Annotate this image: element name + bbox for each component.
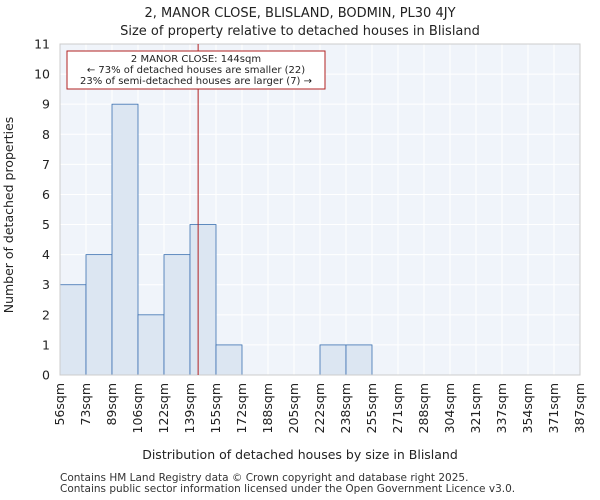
chart-title: 2, MANOR CLOSE, BLISLAND, BODMIN, PL30 4… <box>144 6 455 21</box>
footer-licence: Contains public sector information licen… <box>60 483 516 495</box>
annotation-frame <box>66 50 326 90</box>
x-tick-56sqm: 56sqm <box>52 383 67 426</box>
x-axis-label: Distribution of detached houses by size … <box>142 447 458 462</box>
bar-222sqm <box>319 344 347 376</box>
chart-subtitle: Size of property relative to detached ho… <box>120 24 480 39</box>
x-tick-155sqm: 155sqm <box>208 383 223 433</box>
x-tick-304sqm: 304sqm <box>442 383 457 433</box>
footer-copyright: Contains HM Land Registry data © Crown c… <box>60 472 469 484</box>
x-tick-172sqm: 172sqm <box>234 383 249 433</box>
x-tick-73sqm: 73sqm <box>78 383 93 426</box>
x-tick-271sqm: 271sqm <box>390 383 405 433</box>
y-tick-9: 9 <box>42 97 50 112</box>
x-tick-321sqm: 321sqm <box>468 383 483 433</box>
x-tick-222sqm: 222sqm <box>312 383 327 433</box>
x-tick-255sqm: 255sqm <box>364 383 379 433</box>
y-axis-label: Number of detached properties <box>1 117 16 314</box>
x-tick-205sqm: 205sqm <box>286 383 301 433</box>
x-tick-371sqm: 371sqm <box>546 383 561 433</box>
x-tick-labels: 56sqm 73sqm 89sqm 106sqm 122sqm 139sqm 155sqm 1… <box>52 383 587 433</box>
plot-border <box>59 43 581 376</box>
x-tick-106sqm: 106sqm <box>130 383 145 433</box>
bar-73sqm <box>85 254 113 376</box>
y-tick-0: 0 <box>42 368 50 383</box>
bar-139sqm <box>189 224 217 376</box>
y-tick-2: 2 <box>42 307 50 322</box>
bar-238sqm <box>345 344 373 376</box>
y-tick-6: 6 <box>42 187 50 202</box>
annotation-line-3: 23% of semi-detached houses are larger (… <box>80 76 312 87</box>
x-tick-387sqm: 387sqm <box>572 383 587 433</box>
bars-group <box>59 103 373 376</box>
bar-155sqm <box>215 344 243 376</box>
annotation-box: 2 MANOR CLOSE: 144sqm ← 73% of detached … <box>66 50 326 90</box>
annotation-line-2: ← 73% of detached houses are smaller (22… <box>87 65 305 76</box>
y-tick-10: 10 <box>34 67 50 82</box>
bar-106sqm <box>137 314 165 376</box>
x-tick-354sqm: 354sqm <box>520 383 535 433</box>
y-tick-labels: 0 1 2 3 4 5 6 7 8 9 10 11 <box>34 37 50 383</box>
bar-122sqm <box>163 254 191 376</box>
y-tick-1: 1 <box>42 337 50 352</box>
y-tick-7: 7 <box>42 157 50 172</box>
x-tick-288sqm: 288sqm <box>416 383 431 433</box>
y-tick-11: 11 <box>34 37 50 52</box>
annotation-line-1: 2 MANOR CLOSE: 144sqm <box>131 54 261 65</box>
x-tick-337sqm: 337sqm <box>494 383 509 433</box>
y-tick-8: 8 <box>42 127 50 142</box>
x-tick-122sqm: 122sqm <box>156 383 171 433</box>
x-tick-139sqm: 139sqm <box>182 383 197 433</box>
x-tick-238sqm: 238sqm <box>338 383 353 433</box>
bar-56sqm <box>59 284 87 376</box>
y-tick-4: 4 <box>42 247 50 262</box>
y-tick-5: 5 <box>42 217 50 232</box>
x-tick-89sqm: 89sqm <box>104 383 119 426</box>
y-tick-3: 3 <box>42 277 50 292</box>
x-tick-188sqm: 188sqm <box>260 383 275 433</box>
bar-89sqm <box>111 103 139 376</box>
